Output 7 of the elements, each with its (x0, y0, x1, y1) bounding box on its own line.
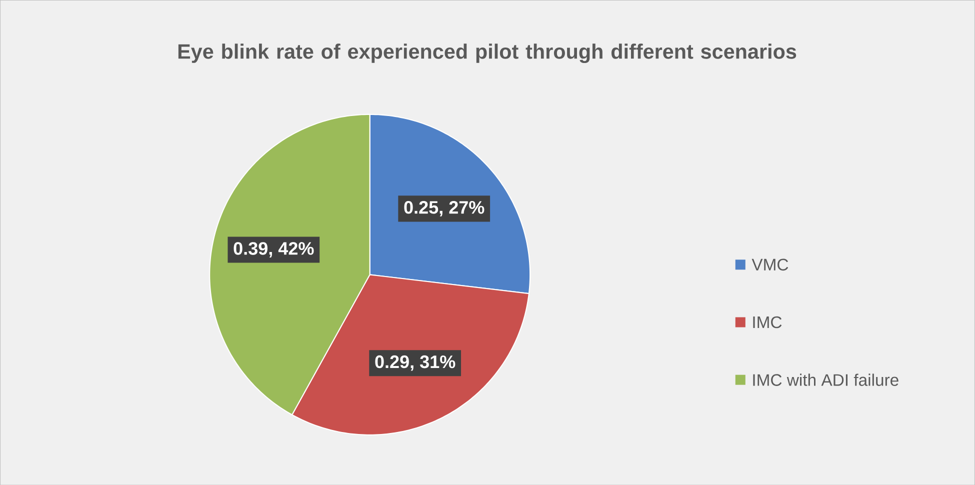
legend-label: IMC (753, 316, 782, 328)
legend-label: IMC with ADI failure (753, 374, 898, 386)
data-label: 0.29, 31% (375, 355, 456, 371)
data-label: 0.25, 27% (404, 200, 484, 216)
data-label: 0.39, 42% (234, 242, 314, 258)
chart-title: Eye blink rate of experienced pilot through different scenarios (178, 44, 796, 63)
legend-label: VMC (752, 258, 788, 270)
